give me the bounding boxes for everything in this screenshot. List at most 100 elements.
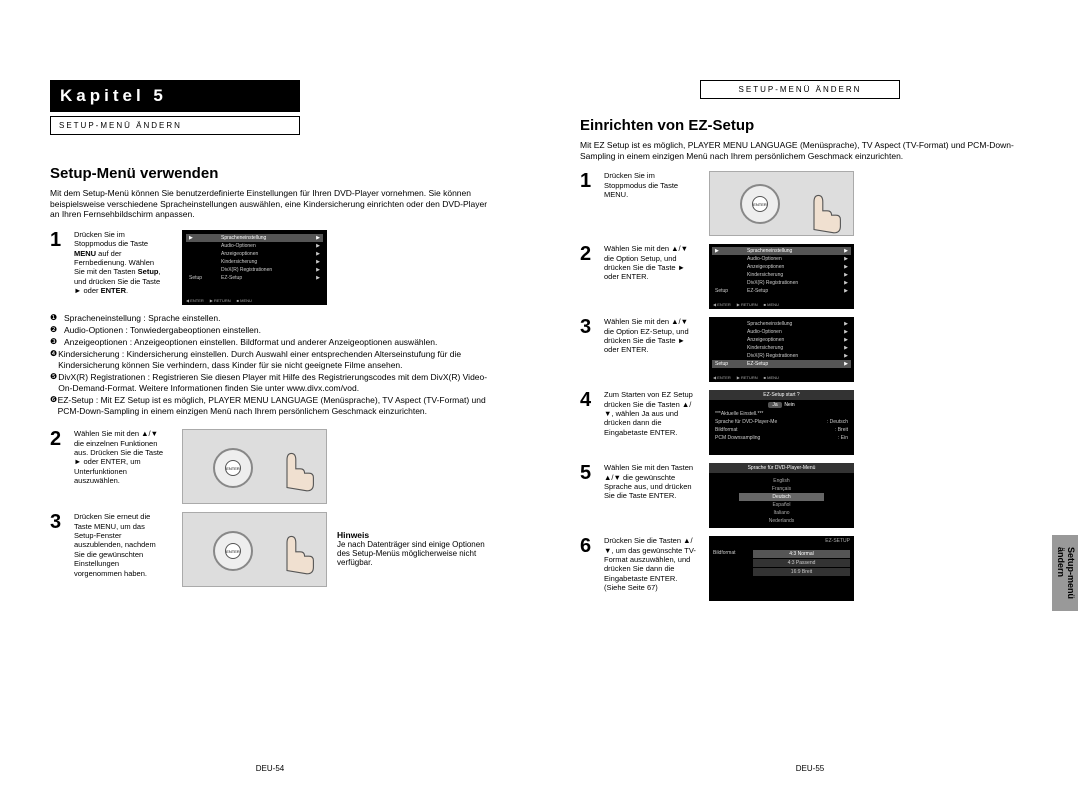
bullets: ❶Spracheneinstellung : Sprache einstelle…: [50, 313, 490, 417]
screen-ez-start: EZ-Setup start ? Ja Nein ***Aktuelle Ein…: [709, 390, 854, 455]
step-num: 1: [50, 230, 64, 250]
step-num: 2: [50, 429, 64, 449]
r: : Ein: [838, 435, 848, 441]
chapter-band: Kapitel 5: [50, 80, 300, 112]
mi: Audio-Optionen: [747, 329, 844, 335]
bl: Anzeigeoptionen: [64, 337, 127, 347]
mi: DivX(R) Registrationen: [747, 280, 844, 286]
mi: DivX(R) Registrationen: [747, 353, 844, 359]
mi: Anzeigeoptionen: [747, 264, 844, 270]
bn: ❻: [50, 395, 58, 417]
bb: : Mit EZ Setup ist es möglich, PLAYER ME…: [58, 395, 486, 416]
page-right: SETUP-MENÜ ÄNDERN Einrichten von EZ-Setu…: [540, 0, 1080, 801]
step-2-right: 2 Wählen Sie mit den ▲/▼ die Option Setu…: [580, 244, 1020, 309]
step-text: Wählen Sie mit den ▲/▼ die Option EZ-Set…: [604, 317, 699, 355]
lang: Italiano: [709, 509, 854, 517]
screen-bildformat: EZ-SETUP Bildformat 4:3 Normal 4:3 Passe…: [709, 536, 854, 601]
page-left: Kapitel 5 SETUP-MENÜ ÄNDERN Setup-Menü v…: [0, 0, 540, 801]
r: : Deutsch: [827, 419, 848, 425]
step-3-left: 3 Drücken Sie erneut die Taste MENU, um …: [50, 512, 490, 587]
step-num: 5: [580, 463, 594, 483]
bb: : Sprache einstellen.: [143, 313, 220, 323]
step-text: Wählen Sie mit den ▲/▼ die einzelnen Fun…: [74, 429, 166, 485]
hinweis: Hinweis Je nach Datenträger sind einige …: [337, 530, 487, 567]
bb: : Tonwiedergabeoptionen einstellen.: [125, 325, 260, 335]
step-5-right: 5 Wählen Sie mit den Tasten ▲/▼ die gewü…: [580, 463, 1020, 528]
bn: ❶: [50, 313, 64, 324]
side-tab: Setup-menü ändern: [1052, 535, 1078, 611]
step-4-right: 4 Zum Starten von EZ Setup drücken Sie d…: [580, 390, 1020, 455]
bn: ❺: [50, 372, 58, 394]
bf: Bildformat: [713, 550, 753, 576]
bb: : Anzeigeoptionen einstellen. Bildformat…: [130, 337, 438, 347]
hand-icon: [265, 438, 320, 493]
step-text: Drücken Sie erneut die Taste MENU, um da…: [74, 512, 166, 578]
mi: Kindersicherung: [747, 272, 844, 278]
mi: Audio-Optionen: [221, 243, 316, 249]
step-1-left: 1 Drücken Sie im Stoppmodus die Taste ME…: [50, 230, 490, 305]
screen-language: Sprache für DVD-Player-Menü English Fran…: [709, 463, 854, 528]
remote-illustration: ENTER: [182, 429, 327, 504]
hand-icon: [792, 180, 847, 235]
mi: Kindersicherung: [221, 259, 316, 265]
bl: Spracheneinstellung: [64, 313, 141, 323]
mi: Spracheneinstellung: [747, 248, 844, 254]
remote-illustration: ENTER: [182, 512, 327, 587]
st: Sprache für DVD-Player-Menü: [709, 463, 854, 473]
step-text: Drücken Sie im Stoppmodus die Taste MENU…: [604, 171, 699, 199]
step-text: Wählen Sie mit den ▲/▼ die Option Setup,…: [604, 244, 699, 282]
hinweis-title: Hinweis: [337, 530, 487, 540]
hand-icon: [265, 521, 320, 576]
step-num: 2: [580, 244, 594, 264]
no: Nein: [784, 402, 794, 408]
step-num: 6: [580, 536, 594, 556]
mi: Kindersicherung: [747, 345, 844, 351]
bn: ❷: [50, 325, 64, 336]
mi: EZ-Setup: [747, 361, 844, 367]
bl: DivX(R) Registrationen: [58, 372, 145, 382]
mi: Spracheneinstellung: [221, 235, 316, 241]
t: MENU: [74, 249, 96, 258]
section-title-right: Einrichten von EZ-Setup: [580, 117, 1020, 134]
mi: Spracheneinstellung: [747, 321, 844, 327]
r: Sprache für DVD-Player-Me: [715, 419, 777, 425]
bn: ❹: [50, 349, 58, 371]
screen-setup-menu: ▶Spracheneinstellung▶ Audio-Optionen▶ An…: [709, 244, 854, 309]
step-num: 3: [580, 317, 594, 337]
bl: EZ-Setup: [58, 395, 94, 405]
intro-left: Mit dem Setup-Menü können Sie benutzerde…: [50, 188, 490, 220]
opt: 4:3 Normal: [753, 550, 850, 558]
intro-right: Mit EZ Setup ist es möglich, PLAYER MENU…: [580, 140, 1020, 161]
side-tab-b: ändern: [1056, 547, 1066, 577]
screen-setup-menu-ez: Spracheneinstellung▶ Audio-Optionen▶ Anz…: [709, 317, 854, 382]
lang: Nederlands: [709, 517, 854, 525]
mi: DivX(R) Registrationen: [221, 267, 316, 273]
step-3-right: 3 Wählen Sie mit den ▲/▼ die Option EZ-S…: [580, 317, 1020, 382]
mi: Anzeigeoptionen: [221, 251, 316, 257]
bl: Audio-Optionen: [64, 325, 123, 335]
step-text: Drücken Sie im Stoppmodus die Taste MENU…: [74, 230, 166, 296]
side-tab-a: Setup-menü: [1066, 547, 1076, 599]
step-text: Zum Starten von EZ Setup drücken Sie die…: [604, 390, 699, 437]
mi: Anzeigeoptionen: [747, 337, 844, 343]
ez: EZ-SETUP: [709, 536, 854, 546]
hinweis-body: Je nach Datenträger sind einige Optionen…: [337, 540, 487, 567]
section-title-left: Setup-Menü verwenden: [50, 165, 490, 182]
lang: English: [709, 477, 854, 485]
bn: ❸: [50, 337, 64, 348]
t: Drücken Sie im Stoppmodus die Taste: [74, 230, 148, 248]
r: Bildformat: [715, 427, 738, 433]
remote-illustration: ENTER: [709, 171, 854, 236]
step-num: 4: [580, 390, 594, 410]
step-1-right: 1 Drücken Sie im Stoppmodus die Taste ME…: [580, 171, 1020, 236]
page-footer-right: DEU-55: [540, 764, 1080, 773]
mi: Audio-Optionen: [747, 256, 844, 262]
step-6-right: 6 Drücken Sie die Tasten ▲/▼, um das gew…: [580, 536, 1020, 601]
page-footer-left: DEU-54: [0, 764, 540, 773]
header-box-left: SETUP-MENÜ ÄNDERN: [50, 116, 300, 135]
t: ENTER: [101, 286, 126, 295]
r: ***Aktuelle Einstell.***: [715, 411, 763, 417]
screen-setup-menu: ▶Spracheneinstellung▶ Audio-Optionen▶ An…: [182, 230, 327, 305]
step-num: 3: [50, 512, 64, 532]
r: PCM Downsampling: [715, 435, 760, 441]
